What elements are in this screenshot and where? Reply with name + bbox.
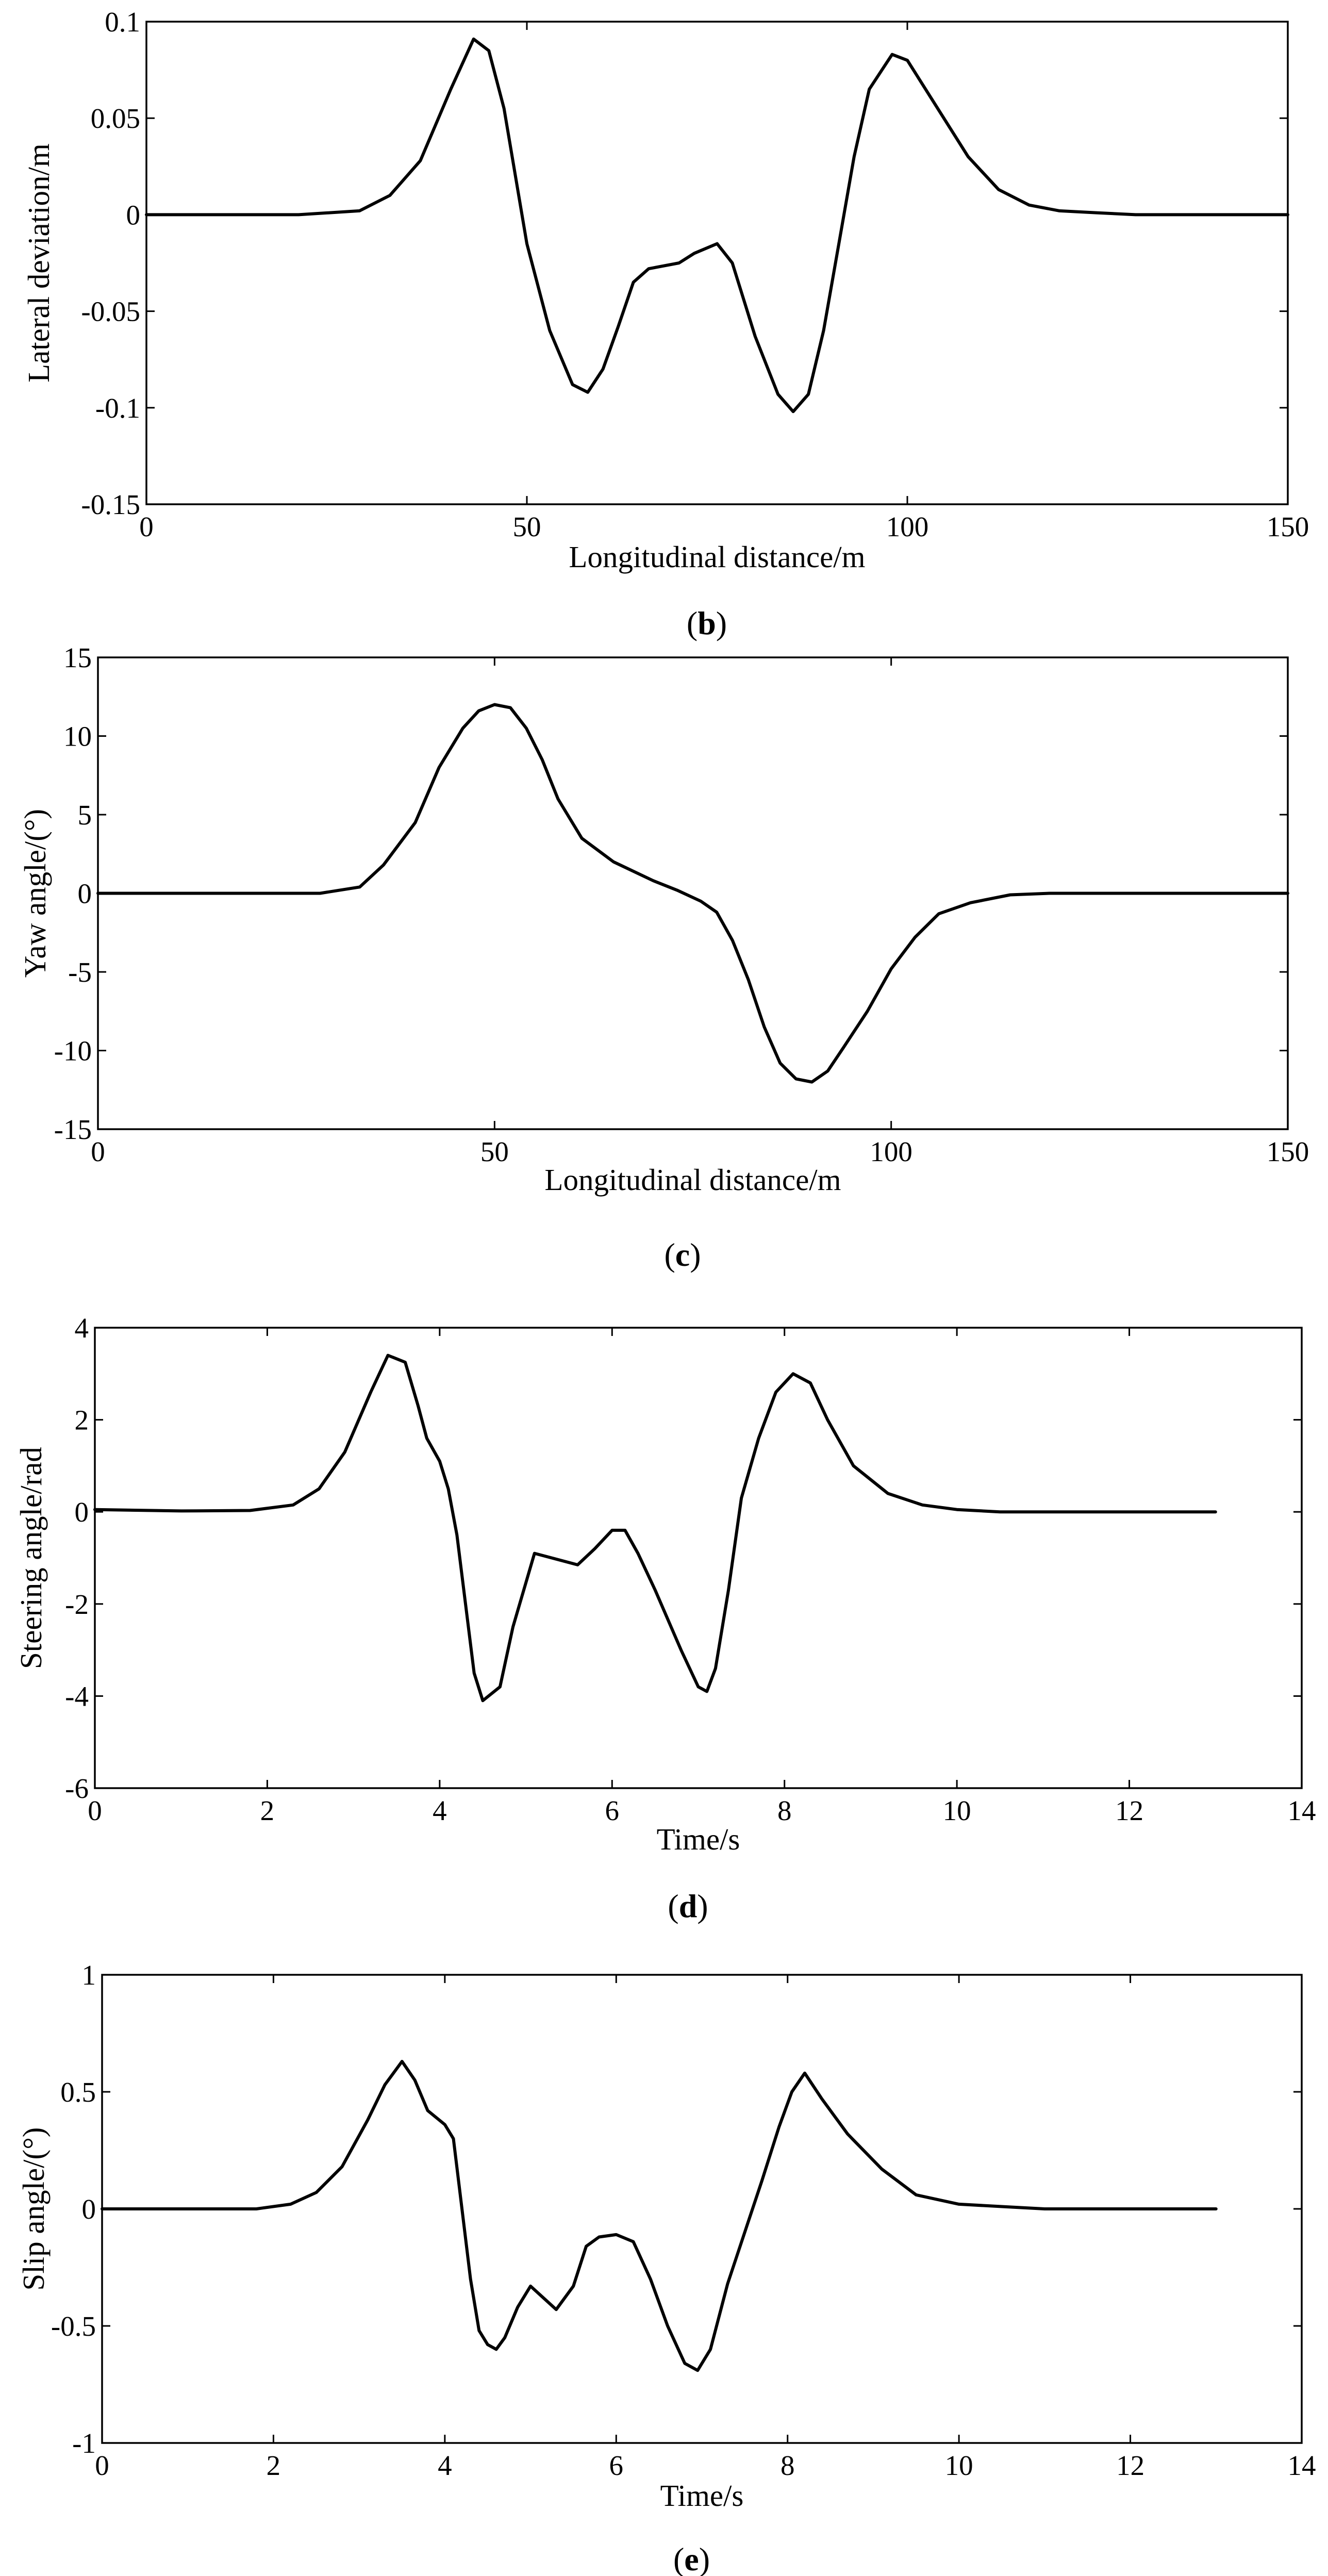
x-axis-label: Longitudinal distance/m: [544, 1163, 841, 1197]
y-axis-label: Slip angle/(°): [16, 2127, 51, 2291]
x-tick-label: 4: [433, 1795, 447, 1826]
x-tick-label: 150: [1267, 511, 1309, 542]
series-line: [145, 37, 1289, 414]
y-tick-label: 0.05: [91, 103, 140, 134]
y-tick-label: 2: [75, 1405, 89, 1436]
x-tick-label: 6: [609, 2450, 624, 2481]
y-tick-label: -4: [65, 1680, 89, 1712]
series-line: [96, 703, 1289, 1084]
panel-label: (e): [673, 2541, 710, 2576]
y-tick-label: 0.5: [60, 2076, 96, 2108]
x-tick-label: 100: [870, 1136, 912, 1167]
panel-label: (b): [687, 605, 727, 641]
y-tick-label: -6: [65, 1773, 89, 1804]
x-axis-label: Time/s: [657, 1822, 740, 1856]
series-line: [101, 2060, 1218, 2372]
axes-frame: [145, 21, 1289, 505]
x-tick-label: 14: [1288, 2450, 1316, 2481]
y-tick-label: -1: [72, 2428, 96, 2459]
x-tick-label: 2: [267, 2450, 281, 2481]
x-axis-label: Longitudinal distance/m: [569, 540, 865, 574]
x-tick-label: 150: [1267, 1136, 1309, 1167]
y-tick-label: -15: [54, 1114, 92, 1145]
y-axis-label: Steering angle/rad: [14, 1447, 48, 1669]
y-tick-label: 0: [82, 2193, 96, 2225]
y-tick-label: -0.05: [81, 296, 140, 327]
x-tick-label: 12: [1115, 1795, 1143, 1826]
x-tick-label: 10: [943, 1795, 971, 1826]
y-tick-label: -0.1: [95, 392, 140, 424]
panel-b: 0 50 100 150 -0.15 -0.1 -0.05 0 0.05 0.1 Longitudi…: [22, 6, 1309, 641]
y-tick-label: 0: [75, 1496, 89, 1528]
x-tick-label: 6: [605, 1795, 620, 1826]
y-tick-label: 1: [82, 1959, 96, 1991]
x-tick-label: 4: [438, 2450, 452, 2481]
y-tick-label: -5: [68, 956, 92, 988]
x-axis-label: Time/s: [660, 2479, 744, 2513]
series-line: [93, 1353, 1217, 1703]
x-tick-label: 14: [1288, 1795, 1316, 1826]
x-tick-label: 8: [781, 2450, 795, 2481]
y-tick-label: 15: [63, 642, 92, 673]
panel-label: (d): [668, 1888, 708, 1924]
y-tick-label: 5: [78, 799, 92, 831]
x-tick-label: 0: [91, 1136, 105, 1167]
y-tick-label: -0.15: [81, 489, 140, 520]
x-tick-label: 50: [480, 1136, 509, 1167]
axes-frame: [94, 1327, 1303, 1789]
y-tick-label: -10: [54, 1035, 92, 1067]
y-axis-label: Yaw angle/(°): [18, 809, 52, 978]
x-tick-label: 100: [886, 511, 929, 542]
x-tick-label: 50: [513, 511, 541, 542]
y-tick-label: 0.1: [105, 6, 140, 38]
x-tick-label: 0: [95, 2450, 109, 2481]
y-tick-label: 0: [78, 878, 92, 910]
y-tick-label: -2: [65, 1589, 89, 1620]
x-tick-label: 0: [88, 1795, 102, 1826]
y-tick-label: -0.5: [51, 2310, 96, 2342]
panel-d: 0 2 4 6 8 10 12 14 -6 -4 -2 0 2 4 Time/s Steering angle…: [14, 1312, 1316, 1924]
panel-e: 0 2 4 6 8 10 12 14 -1 -0.5 0 0.5 1 Time/s Slip angle/(…: [16, 1959, 1316, 2576]
panel-c: 0 50 100 150 -15 -10 -5 0 5 10 15 Longitudinal dist…: [18, 642, 1309, 1273]
x-tick-label: 2: [260, 1795, 275, 1826]
y-tick-label: 4: [75, 1312, 89, 1344]
x-tick-label: 8: [777, 1795, 792, 1826]
y-tick-label: 0: [126, 199, 141, 230]
x-tick-label: 0: [139, 511, 154, 542]
x-tick-label: 10: [945, 2450, 973, 2481]
y-tick-label: 10: [63, 721, 92, 752]
x-tick-label: 12: [1116, 2450, 1144, 2481]
panel-label: (c): [664, 1236, 701, 1273]
y-axis-label: Lateral deviation/m: [22, 143, 56, 383]
